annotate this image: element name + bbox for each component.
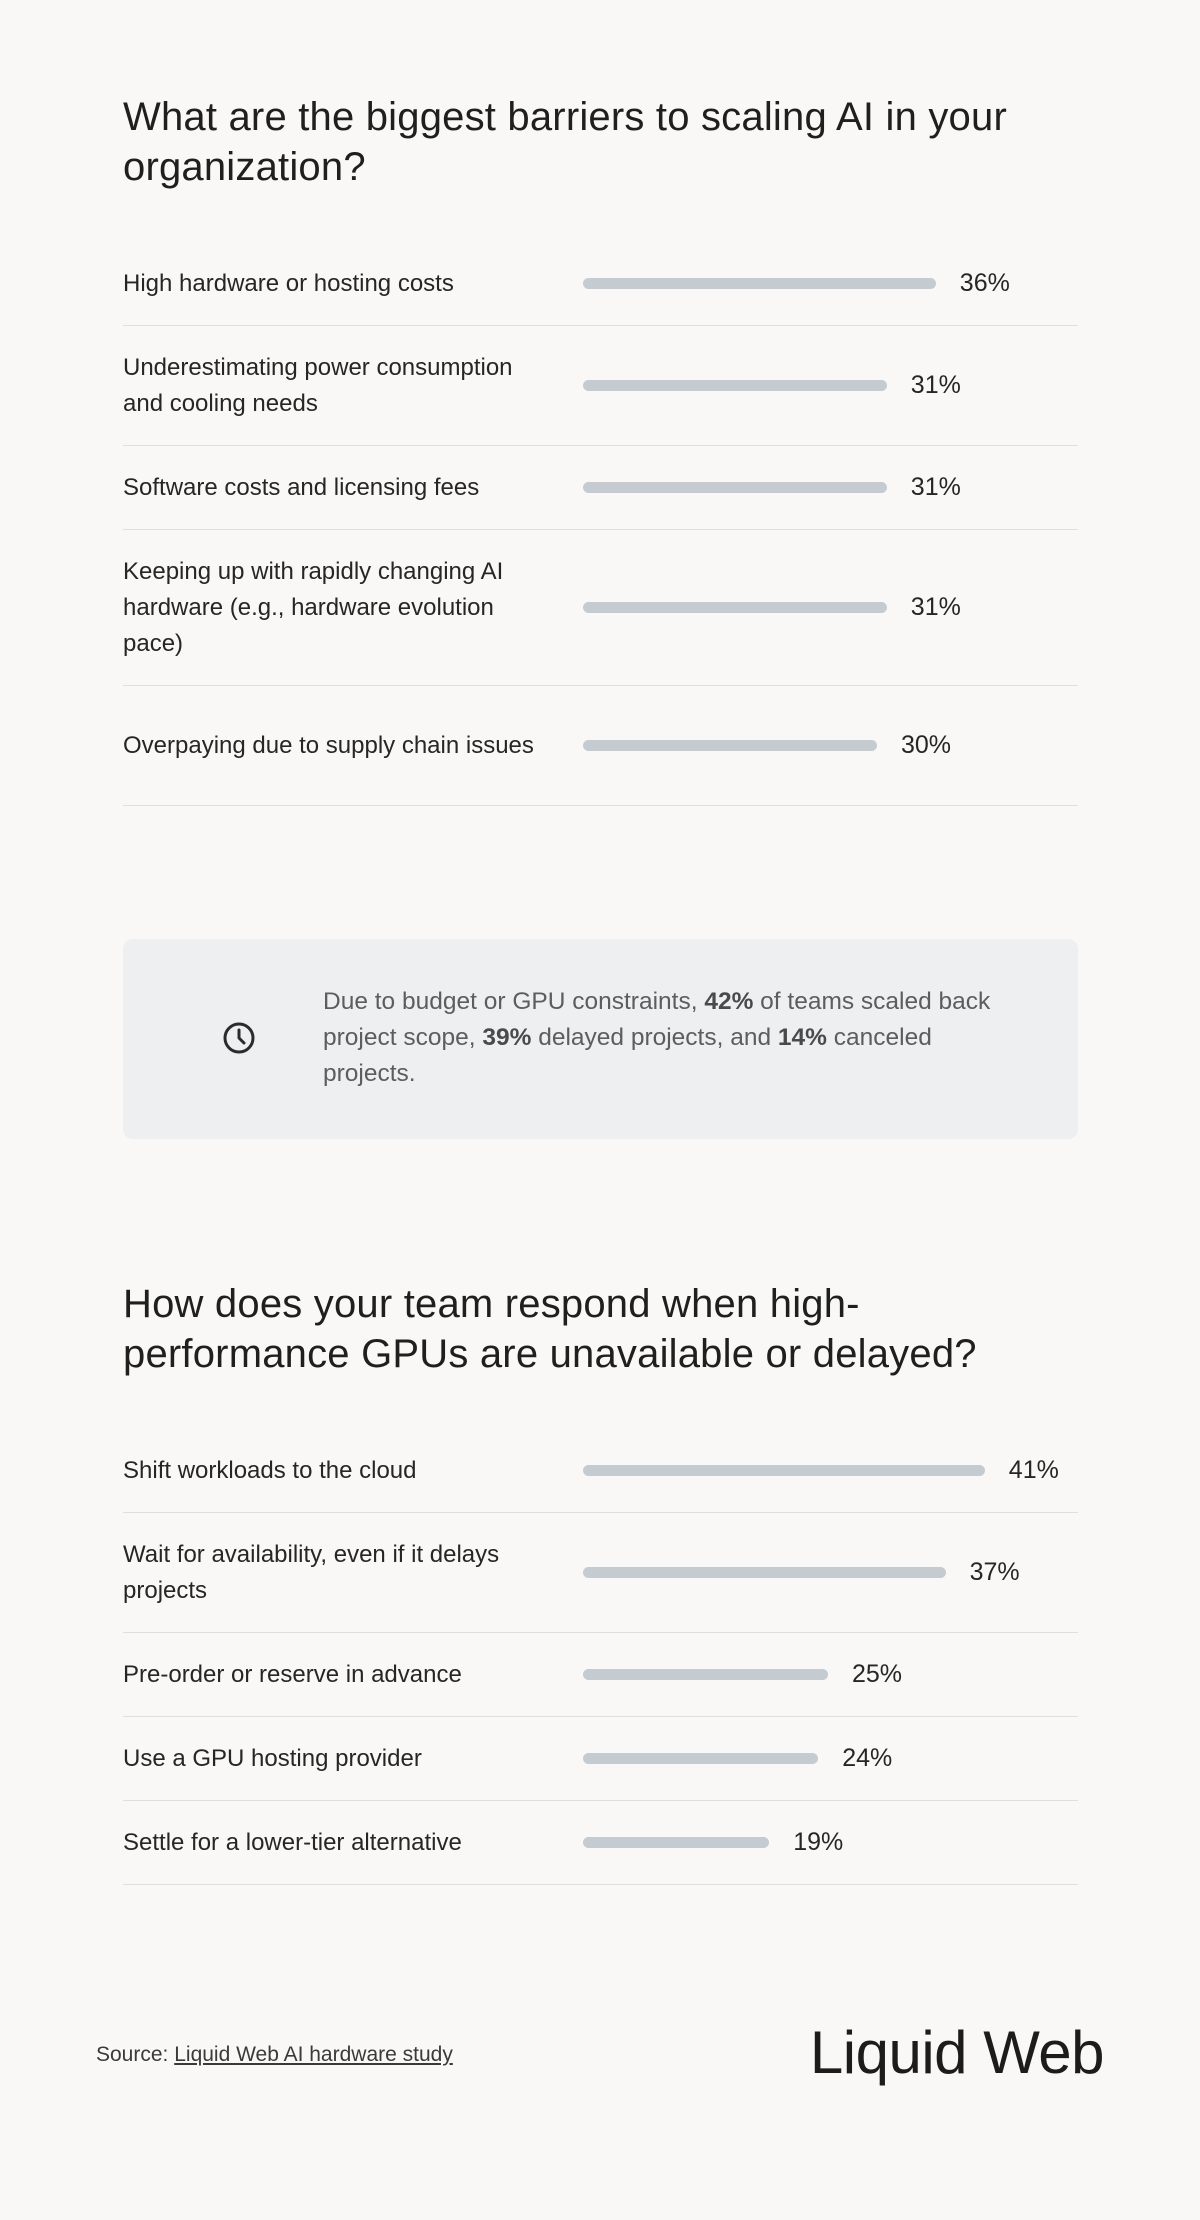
bar [583, 1669, 828, 1680]
callout-text-part: Due to budget or GPU constraints, [323, 988, 705, 1015]
bar-label: Shift workloads to the cloud [123, 1456, 417, 1484]
stat-callout: Due to budget or GPU constraints, 42% of… [123, 939, 1078, 1139]
bar-label: Use a GPU hosting provider [123, 1744, 422, 1772]
bar-row: Shift workloads to the cloud 41% [123, 1429, 1078, 1513]
bar-track: 36% [583, 269, 1010, 298]
bar-value-label: 36% [959, 269, 1010, 297]
bar-row: Settle for a lower-tier alternative 19% [123, 1801, 1078, 1885]
bar [583, 278, 936, 289]
bar [583, 602, 887, 613]
bar-row: High hardware or hosting costs 36% [123, 242, 1078, 326]
bar-track: 25% [583, 1660, 902, 1689]
bar-label: Pre-order or reserve in advance [123, 1660, 462, 1688]
bar-value-label: 25% [852, 1660, 903, 1688]
callout-text: Due to budget or GPU constraints, 42% of… [323, 984, 1003, 1092]
bar-track: 19% [583, 1828, 843, 1857]
bar-track: 31% [583, 593, 961, 622]
bar-track: 31% [583, 371, 961, 400]
bar [583, 482, 887, 493]
clock-icon [223, 1022, 255, 1054]
chart-title: What are the biggest barriers to scaling… [123, 95, 1007, 189]
bar-track: 31% [583, 473, 961, 502]
bar [583, 1753, 819, 1764]
bar-value-label: 31% [910, 473, 961, 501]
bar-label: Software costs and licensing fees [123, 473, 480, 501]
bar-track: 24% [583, 1744, 892, 1773]
bar-row: Underestimating power consumption and co… [123, 326, 1078, 446]
bar-value-label: 37% [969, 1558, 1020, 1586]
bar [583, 740, 877, 751]
callout-stat: 14% [777, 1024, 827, 1051]
source-link[interactable]: Liquid Web AI hardware study [174, 2043, 453, 2066]
bar-value-label: 31% [910, 593, 961, 621]
callout-text-part: delayed projects, and [531, 1024, 778, 1051]
bar [583, 1567, 946, 1578]
bar-row: Use a GPU hosting provider 24% [123, 1717, 1078, 1801]
bar-track: 30% [583, 731, 951, 760]
bar-row: Overpaying due to supply chain issues 30% [123, 686, 1078, 806]
bar-row: Pre-order or reserve in advance 25% [123, 1633, 1078, 1717]
bar [583, 1465, 985, 1476]
bar-label: Settle for a lower-tier alternative [123, 1828, 462, 1856]
callout-stat: 39% [482, 1024, 532, 1051]
bar-rows: High hardware or hosting costs 36% Underes… [123, 242, 1078, 806]
bar [583, 1837, 770, 1848]
bar-rows: Shift workloads to the cloud 41% Wait for … [123, 1429, 1078, 1885]
bar [583, 380, 887, 391]
bar-track: 41% [583, 1456, 1059, 1485]
bar-label: Keeping up with rapidly changing AI hard… [123, 557, 504, 657]
bar-label: High hardware or hosting costs [123, 269, 454, 297]
callout-text-part: canceled projects. [323, 1024, 932, 1087]
bar-row: Software costs and licensing fees 31% [123, 446, 1078, 530]
callout-stat: 42% [704, 988, 754, 1015]
liquid-web-logo: Liquid Web [809, 2019, 1105, 2086]
bar-label: Wait for availability, even if it delays… [123, 1540, 500, 1604]
bar-label: Overpaying due to supply chain issues [123, 731, 534, 759]
chart-title: How does your team respond when high-per… [123, 1282, 977, 1376]
source-prefix: Source: [96, 2043, 175, 2066]
bar-value-label: 30% [901, 731, 952, 759]
bar-row: Keeping up with rapidly changing AI hard… [123, 530, 1078, 686]
callout-text-part: of teams scaled back project scope, [323, 988, 991, 1051]
chart-section-barriers: What are the biggest barriers to scaling… [123, 92, 1078, 806]
chart-section-gpu-response: How does your team respond when high-per… [123, 1279, 1078, 1919]
bar-value-label: 19% [793, 1828, 844, 1856]
bar-track: 37% [583, 1558, 1020, 1587]
bar-value-label: 24% [842, 1744, 893, 1772]
bar-value-label: 41% [1008, 1456, 1059, 1484]
bar-value-label: 31% [910, 371, 961, 399]
bar-row: Wait for availability, even if it delays… [123, 1513, 1078, 1633]
bar-label: Underestimating power consumption and co… [123, 353, 513, 417]
source-note: Source: Liquid Web AI hardware study [96, 2043, 453, 2067]
